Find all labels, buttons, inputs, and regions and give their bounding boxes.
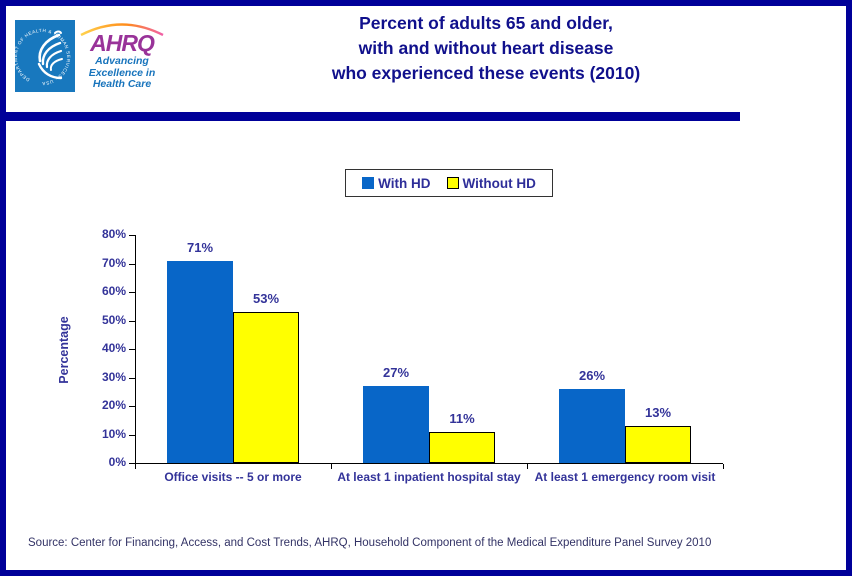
ahrq-wordmark: AHRQ	[90, 30, 155, 56]
y-axis-tick-label: 60%	[101, 284, 126, 298]
hhs-logo: DEPARTMENT OF HEALTH & HUMAN SERVICES · …	[13, 20, 75, 92]
chart-legend: With HD Without HD	[345, 169, 553, 197]
source-note: Source: Center for Financing, Access, an…	[28, 537, 712, 549]
slide-title-line: with and without heart disease	[358, 38, 614, 58]
slide-title-line: who experienced these events (2010)	[331, 63, 641, 83]
bar-without-hd	[625, 425, 691, 463]
x-axis-tick	[723, 464, 724, 469]
ahrq-tagline-line: Excellence in	[88, 66, 156, 79]
y-axis-tick-label: 50%	[101, 312, 126, 327]
bar-without-hd	[233, 311, 299, 463]
y-axis-tick-label: 0%	[108, 455, 126, 469]
agency-logo: DEPARTMENT OF HEALTH & HUMAN SERVICES · …	[13, 20, 169, 92]
x-axis-tick	[135, 464, 136, 469]
hhs-eagle-icon: DEPARTMENT OF HEALTH & HUMAN SERVICES · …	[13, 20, 75, 92]
y-axis-tick-label: 20%	[101, 398, 126, 412]
legend-marker-icon	[362, 177, 375, 189]
y-axis-tick-label: 40%	[101, 341, 126, 355]
y-axis-line	[135, 235, 136, 464]
y-axis-tick	[129, 406, 135, 407]
y-axis-tick	[129, 320, 135, 322]
ahrq-tagline-line: Health Care	[92, 78, 152, 90]
legend-marker-icon	[446, 177, 459, 189]
y-axis-tick-label: 70%	[101, 255, 126, 270]
legend-item: Without HD	[446, 175, 536, 191]
category-label: Office visits -- 5 or more	[164, 470, 302, 484]
y-axis-tick-label: 30%	[101, 369, 126, 384]
slide-title: Percent of adults 65 and older, with and…	[226, 11, 746, 86]
bar-value-label: 27%	[382, 365, 410, 381]
ahrq-tagline: Advancing Excellence in Health Care	[75, 55, 169, 91]
legend-label: With HD	[378, 175, 431, 191]
y-axis-tick	[129, 463, 135, 464]
x-axis-line	[135, 463, 723, 464]
y-axis-tick	[129, 235, 135, 236]
bar-value-label: 13%	[644, 404, 672, 420]
y-axis-tick-label: 10%	[101, 426, 126, 441]
bar-value-label: 71%	[186, 239, 214, 255]
ahrq-arc-icon	[80, 23, 164, 36]
header-divider-bar	[6, 112, 740, 121]
y-axis-tick	[129, 263, 135, 265]
category-label: At least 1 emergency room visit	[534, 470, 716, 484]
category-label: At least 1 inpatient hospital stay	[337, 470, 521, 484]
bar-without-hd	[429, 431, 495, 463]
legend-item: With HD	[362, 175, 431, 191]
legend-label: Without HD	[462, 175, 536, 191]
bar-value-label: 53%	[252, 290, 280, 306]
ahrq-tagline-line: Advancing	[95, 55, 149, 67]
y-axis-tick	[129, 349, 135, 350]
bar-chart: Percentage 0% 10% 20% 30% 40% 50% 60% 70% 80% 71%…	[6, 6, 846, 570]
bar-value-label: 11%	[449, 410, 475, 426]
bar-value-label: 26%	[578, 367, 606, 383]
ahrq-logo: AHRQ Advancing Excellence in Health Care	[75, 20, 169, 92]
y-axis-tick	[129, 377, 135, 379]
y-axis-tick-label: 80%	[101, 227, 126, 241]
x-axis-tick	[331, 464, 332, 469]
bar-with-hd	[363, 386, 429, 463]
x-axis-tick	[527, 464, 528, 469]
bar-with-hd	[167, 260, 233, 463]
y-axis-tick	[129, 434, 135, 436]
y-axis-tick	[129, 292, 135, 293]
slide-title-line: Percent of adults 65 and older,	[359, 13, 613, 33]
bar-with-hd	[559, 388, 625, 463]
